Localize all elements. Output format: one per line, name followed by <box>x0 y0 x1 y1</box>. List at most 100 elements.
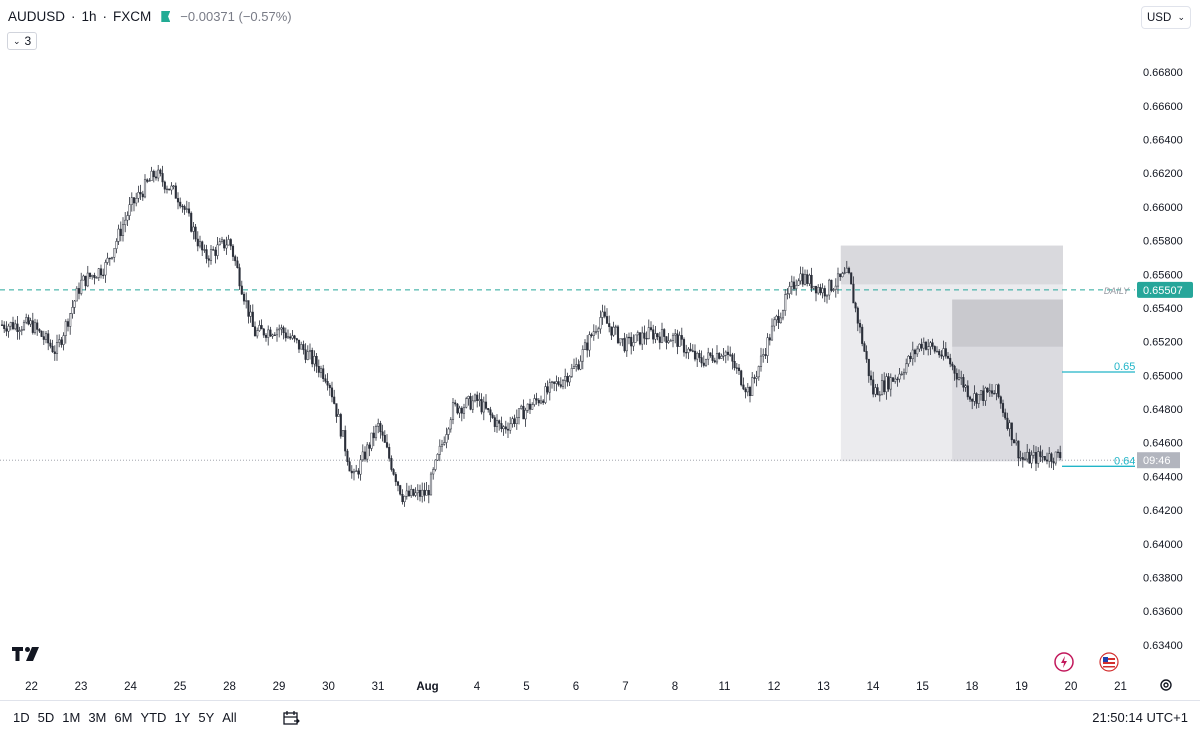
candle-body <box>729 354 732 356</box>
clock[interactable]: 21:50:14 UTC+1 <box>1092 710 1188 725</box>
range-button-5y[interactable]: 5Y <box>198 710 215 725</box>
range-button-3m[interactable]: 3M <box>88 710 107 725</box>
candle-body <box>258 325 261 331</box>
candle-body <box>190 212 193 232</box>
candle-body <box>260 325 263 330</box>
candle-body <box>623 338 626 352</box>
lightning-icon[interactable] <box>1054 652 1074 672</box>
candle-body <box>1012 439 1016 444</box>
candle-body <box>843 272 846 274</box>
price-tick: 0.66600 <box>1143 101 1183 113</box>
candle-body <box>872 379 875 395</box>
candle-body <box>394 474 397 483</box>
candle-body <box>550 381 554 383</box>
candle-body <box>49 342 52 347</box>
calendar-goto-icon[interactable] <box>282 709 300 732</box>
candle-body <box>678 335 681 347</box>
candle-body <box>896 378 899 381</box>
indicators-collapse-button[interactable]: ⌄ 3 <box>7 32 38 50</box>
candle-body <box>130 197 133 205</box>
candle-body <box>1017 440 1020 459</box>
time-label: 20 <box>1065 681 1078 693</box>
price-tick: 0.64800 <box>1143 404 1183 416</box>
candle-body <box>891 377 895 382</box>
candle-body <box>740 370 743 386</box>
range-button-ytd[interactable]: YTD <box>140 710 167 725</box>
interval[interactable]: 1h <box>81 9 97 24</box>
candle-body <box>889 377 892 390</box>
candle-body <box>610 326 613 336</box>
candle-body <box>874 387 877 395</box>
candle-body <box>278 328 281 331</box>
range-button-all[interactable]: All <box>222 710 237 725</box>
candle-body <box>520 405 523 409</box>
candle-body <box>768 337 771 341</box>
candle-body <box>905 363 908 373</box>
range-button-1d[interactable]: 1D <box>13 710 30 725</box>
candle-body <box>647 327 650 339</box>
candle-body <box>667 340 670 343</box>
candle-body <box>473 394 477 402</box>
candle-body <box>603 311 606 317</box>
range-button-1m[interactable]: 1M <box>62 710 81 725</box>
candle-body <box>531 404 534 410</box>
candle-body <box>718 353 721 359</box>
currency-button[interactable]: USD ⌄ <box>1141 6 1191 29</box>
candle-body <box>561 380 565 387</box>
candle-body <box>509 423 512 431</box>
candle-body <box>286 336 290 339</box>
candle-body <box>751 377 754 396</box>
candle-body <box>66 321 70 327</box>
candle-body <box>383 434 386 443</box>
candle-body <box>654 333 657 340</box>
range-button-5d[interactable]: 5D <box>37 710 55 725</box>
price-chart[interactable]: DAILY 0.65 0.64 0.66800 0.66600 0.66400 0.6620… <box>0 0 1200 700</box>
candle-body <box>480 399 483 413</box>
candle-body <box>108 257 111 260</box>
time-label: 6 <box>573 681 579 693</box>
candle-body <box>597 328 600 332</box>
candle-body <box>449 419 452 430</box>
bottom-toolbar: 1D 5D 1M 3M 6M YTD 1Y 5Y All 21:50:14 UTC+1 <box>0 700 1200 737</box>
candle-body <box>841 273 844 278</box>
range-button-1y[interactable]: 1Y <box>174 710 191 725</box>
candle-body <box>379 423 382 433</box>
candle-body <box>526 403 529 411</box>
candle-body <box>429 473 433 496</box>
separator: · <box>71 9 76 24</box>
candle-body <box>656 333 659 338</box>
candle-body <box>938 350 941 356</box>
candle-body <box>306 351 309 360</box>
candle-body <box>196 238 199 247</box>
candle-body <box>511 418 514 425</box>
range-button-6m[interactable]: 6M <box>114 710 133 725</box>
settings-gear-icon[interactable] <box>1158 677 1174 693</box>
candle-body <box>93 274 96 278</box>
candle-body <box>0 324 4 326</box>
candle-body <box>601 311 604 318</box>
candle-body <box>256 330 259 337</box>
candle-body <box>922 341 925 349</box>
candle-body <box>907 355 910 365</box>
candle-body <box>724 351 727 356</box>
candle-body <box>214 249 217 256</box>
us-flag-icon[interactable] <box>1099 652 1119 672</box>
candle-body <box>533 398 536 405</box>
candle-body <box>669 340 672 342</box>
candle-body <box>995 384 998 394</box>
candle-body <box>361 451 364 461</box>
candle-body <box>869 375 873 381</box>
candle-body <box>341 430 345 437</box>
candle-body <box>159 169 162 174</box>
candle-body <box>141 193 144 198</box>
candle-body <box>236 260 239 268</box>
candle-body <box>357 470 360 475</box>
candle-body <box>1034 452 1038 464</box>
candle-body <box>916 348 919 355</box>
candle-body <box>878 394 881 396</box>
target-label: 0.65 <box>1114 361 1135 373</box>
candle-body <box>172 185 175 187</box>
candle-body <box>247 300 250 317</box>
candle-body <box>88 272 92 277</box>
symbol-name[interactable]: AUDUSD <box>8 9 66 24</box>
